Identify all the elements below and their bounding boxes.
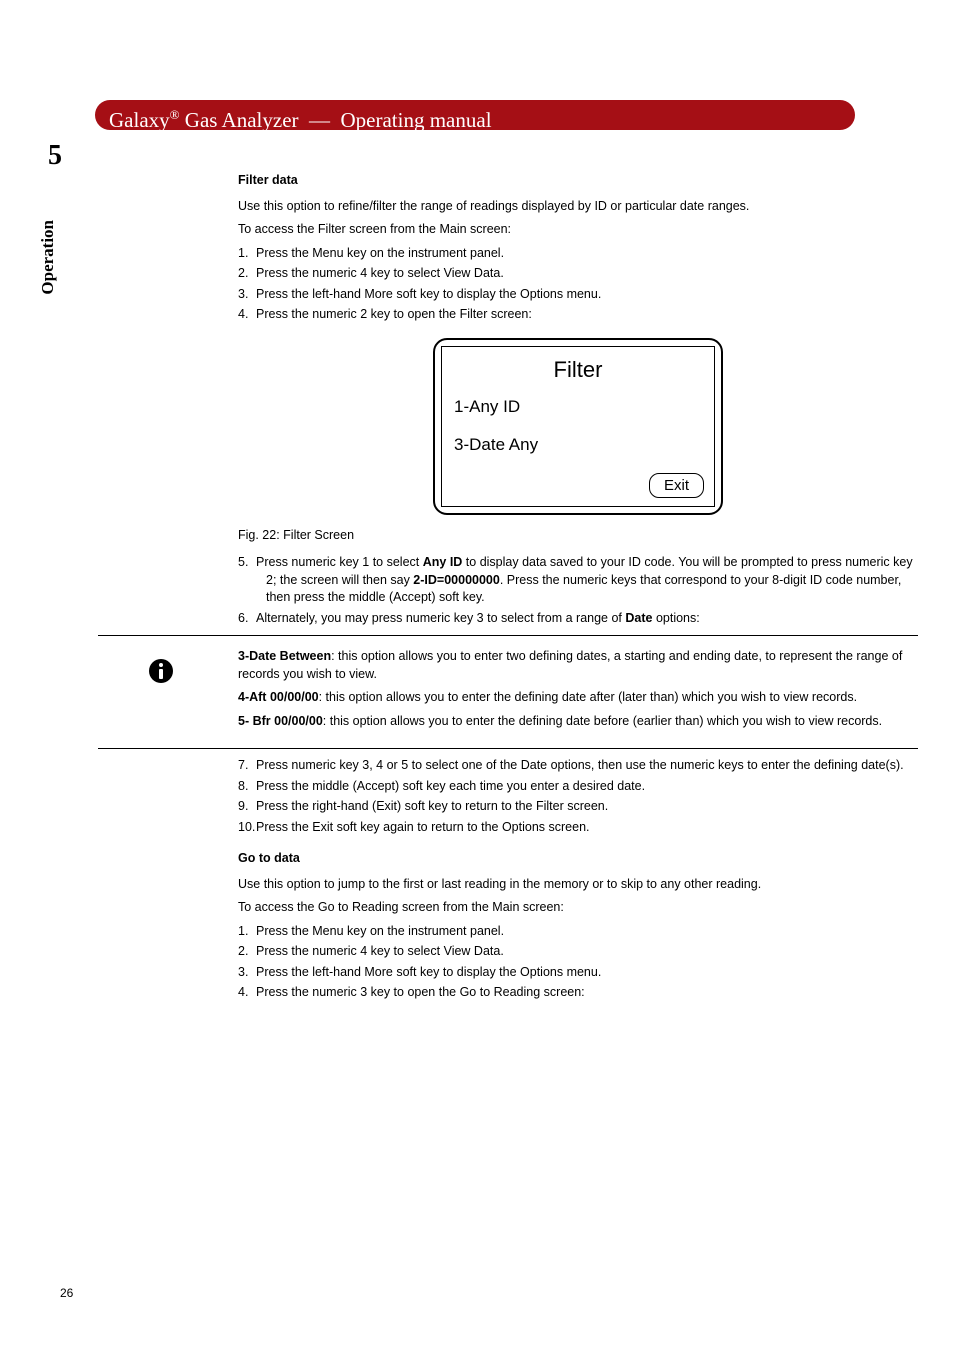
step-text: Press the Menu key on the instrument pan… [256, 924, 504, 938]
step-text: Press the numeric 4 key to select View D… [256, 944, 504, 958]
list-item: 9.Press the right-hand (Exit) soft key t… [238, 798, 918, 816]
section-title-filter: Filter data [238, 172, 918, 190]
info-block: 3-Date Between: this option allows you t… [238, 644, 918, 740]
sidebar-tab-label: Operation [38, 220, 58, 295]
info-icon [148, 658, 174, 684]
step-text: Press the numeric 2 key to open the Filt… [256, 307, 532, 321]
filter-steps-a: 1.Press the Menu key on the instrument p… [238, 245, 918, 324]
step-text: Press the numeric 3 key to open the Go t… [256, 985, 585, 999]
screen-line-1: 1-Any ID [454, 395, 702, 419]
list-item: 7.Press numeric key 3, 4 or 5 to select … [238, 757, 918, 775]
device-screen: Filter 1-Any ID 3-Date Any Exit [433, 338, 723, 515]
list-item: 10.Press the Exit soft key again to retu… [238, 819, 918, 837]
list-item: 1.Press the Menu key on the instrument p… [238, 245, 918, 263]
goto-steps: 1.Press the Menu key on the instrument p… [238, 923, 918, 1002]
figure-filter-screen: Filter 1-Any ID 3-Date Any Exit [238, 338, 918, 515]
section-title-goto: Go to data [238, 850, 918, 868]
list-item: 6.Alternately, you may press numeric key… [238, 610, 918, 628]
goto-access-intro: To access the Go to Reading screen from … [238, 899, 918, 917]
list-item: 4.Press the numeric 3 key to open the Go… [238, 984, 918, 1002]
list-item: 8.Press the middle (Accept) soft key eac… [238, 778, 918, 796]
screen-title: Filter [454, 355, 702, 386]
info-line-3: 5- Bfr 00/00/00: this option allows you … [238, 713, 918, 731]
screen-line-2: 3-Date Any [454, 433, 702, 457]
filter-intro: Use this option to refine/filter the ran… [238, 198, 918, 216]
goto-intro: Use this option to jump to the first or … [238, 876, 918, 894]
step-text: Press the left-hand More soft key to dis… [256, 287, 601, 301]
filter-steps-5-6: 5.Press numeric key 1 to select Any ID t… [238, 554, 918, 627]
step-text: Press numeric key 1 to select Any ID to … [256, 555, 913, 604]
exit-button: Exit [649, 473, 704, 498]
list-item: 3.Press the left-hand More soft key to d… [238, 286, 918, 304]
list-item: 2.Press the numeric 4 key to select View… [238, 943, 918, 961]
step-text: Press the left-hand More soft key to dis… [256, 965, 601, 979]
step-text: Press numeric key 3, 4 or 5 to select on… [256, 758, 904, 772]
divider [98, 748, 918, 749]
step-text: Press the numeric 4 key to select View D… [256, 266, 504, 280]
page-title: Galaxy® Gas Analyzer — Operating manual [109, 100, 492, 135]
filter-access-intro: To access the Filter screen from the Mai… [238, 221, 918, 239]
device-inner: Filter 1-Any ID 3-Date Any Exit [441, 346, 715, 507]
list-item: 2.Press the numeric 4 key to select View… [238, 265, 918, 283]
step-text: Press the right-hand (Exit) soft key to … [256, 799, 608, 813]
info-line-2: 4-Aft 00/00/00: this option allows you t… [238, 689, 918, 707]
step-text: Alternately, you may press numeric key 3… [256, 611, 700, 625]
main-content: Filter data Use this option to refine/fi… [238, 172, 918, 1010]
list-item: 5.Press numeric key 1 to select Any ID t… [238, 554, 918, 607]
chapter-number: 5 [48, 140, 62, 172]
page-number: 26 [60, 1286, 73, 1300]
step-text: Press the Menu key on the instrument pan… [256, 246, 504, 260]
info-line-1: 3-Date Between: this option allows you t… [238, 648, 918, 683]
figure-caption: Fig. 22: Filter Screen [238, 527, 918, 545]
list-item: 4.Press the numeric 2 key to open the Fi… [238, 306, 918, 324]
step-text: Press the Exit soft key again to return … [256, 820, 590, 834]
list-item: 3.Press the left-hand More soft key to d… [238, 964, 918, 982]
step-text: Press the middle (Accept) soft key each … [256, 779, 645, 793]
filter-steps-b: 7.Press numeric key 3, 4 or 5 to select … [238, 757, 918, 836]
list-item: 1.Press the Menu key on the instrument p… [238, 923, 918, 941]
divider [98, 635, 918, 636]
